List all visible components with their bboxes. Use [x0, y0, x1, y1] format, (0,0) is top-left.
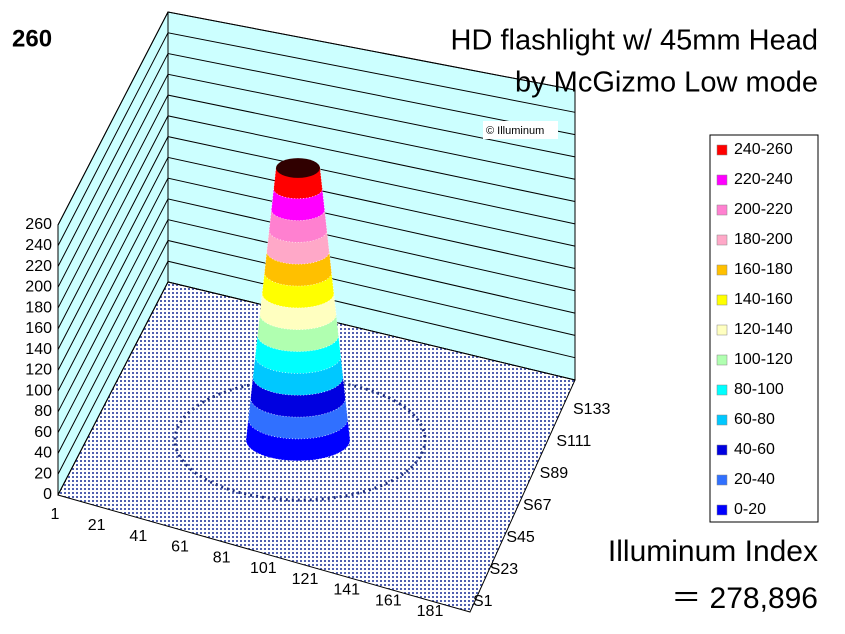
- z-tick-label: 240: [25, 237, 52, 254]
- grid-line: [57, 156, 576, 371]
- x-tick-label: 181: [417, 603, 444, 620]
- title-line: by McGizmo Low mode: [515, 67, 818, 99]
- x-tick-label: 121: [292, 571, 319, 588]
- grid-line: [57, 281, 576, 496]
- y-tick-label: S67: [523, 497, 552, 514]
- z-tick-label: 60: [34, 424, 52, 441]
- x-tick-label: 141: [333, 582, 360, 599]
- legend-label: 200-220: [734, 201, 793, 218]
- legend-label: 60-80: [734, 411, 775, 428]
- grid-line: [57, 52, 576, 267]
- x-tick-label: 61: [171, 539, 189, 556]
- legend-label: 180-200: [734, 231, 793, 248]
- z-tick-label: 140: [25, 341, 52, 358]
- legend-label: 120-140: [734, 321, 793, 338]
- grid-line: [57, 177, 576, 392]
- title-line: HD flashlight w/ 45mm Head: [451, 25, 818, 57]
- z-tick-label: 160: [25, 320, 52, 337]
- badge: 260: [12, 25, 52, 52]
- cone-top: [276, 158, 320, 178]
- legend-label: 140-160: [734, 291, 793, 308]
- x-tick-label: 161: [375, 592, 402, 609]
- index-value: ＝ 278,896: [671, 582, 818, 615]
- x-tick-label: 101: [250, 560, 277, 577]
- x-tick-label: 1: [51, 506, 60, 523]
- grid-line: [57, 219, 576, 433]
- z-tick-label: 200: [25, 279, 52, 296]
- x-tick-label: 41: [129, 528, 147, 545]
- spill-ring: [173, 378, 427, 502]
- grid-line: [57, 73, 576, 288]
- z-tick-label: 20: [34, 465, 52, 482]
- y-tick-label: S89: [540, 465, 569, 482]
- grid-line: [57, 11, 576, 226]
- x-tick-label: 81: [213, 549, 231, 566]
- z-tick-label: 0: [43, 486, 52, 503]
- legend-swatch: [716, 444, 728, 456]
- watermark-box: [483, 121, 558, 139]
- legend-label: 0-20: [734, 501, 766, 518]
- legend-swatch: [716, 384, 728, 396]
- legend-label: 220-240: [734, 171, 793, 188]
- grid-line: [57, 260, 576, 475]
- y-tick-label: S1: [473, 593, 493, 610]
- legend-label: 240-260: [734, 141, 793, 158]
- legend-swatch: [716, 234, 728, 246]
- grid-line: [57, 136, 576, 350]
- legend-swatch: [716, 414, 728, 426]
- legend-swatch: [716, 324, 728, 336]
- legend-label: 160-180: [734, 261, 793, 278]
- legend-swatch: [716, 204, 728, 216]
- x-tick-label: 21: [88, 517, 106, 534]
- legend-label: 100-120: [734, 351, 793, 368]
- grid-line: [57, 115, 576, 330]
- legend-label: 80-100: [734, 381, 784, 398]
- legend-swatch: [716, 474, 728, 486]
- z-tick-label: 100: [25, 382, 52, 399]
- watermark: © Illuminum: [486, 125, 544, 137]
- legend-label: 40-60: [734, 441, 775, 458]
- grid-line: [57, 94, 576, 309]
- z-tick-label: 80: [34, 403, 52, 420]
- z-tick-label: 220: [25, 258, 52, 275]
- legend-swatch: [716, 174, 728, 186]
- z-tick-label: 40: [34, 445, 52, 462]
- y-tick-label: S133: [573, 401, 610, 418]
- legend-swatch: [716, 504, 728, 516]
- z-tick-label: 120: [25, 362, 52, 379]
- z-tick-label: 260: [25, 216, 52, 233]
- index-label: Illuminum Index: [608, 535, 818, 568]
- grid-line: [57, 198, 576, 413]
- legend-swatch: [716, 294, 728, 306]
- y-tick-label: S111: [556, 433, 591, 450]
- grid-line: [57, 32, 576, 246]
- legend-label: 20-40: [734, 471, 775, 488]
- legend: [709, 134, 819, 523]
- grid-line: [57, 239, 576, 454]
- z-tick-label: 180: [25, 299, 52, 316]
- legend-swatch: [716, 354, 728, 366]
- legend-swatch: [716, 264, 728, 276]
- y-tick-label: S23: [490, 561, 519, 578]
- legend-swatch: [716, 144, 728, 156]
- y-tick-label: S45: [506, 529, 535, 546]
